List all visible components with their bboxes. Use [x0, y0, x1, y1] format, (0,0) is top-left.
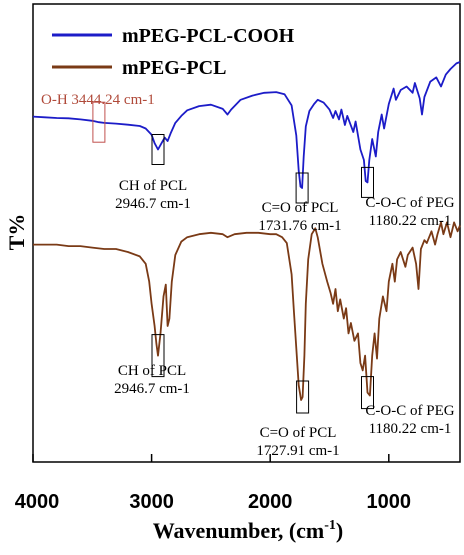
peak-annotation-line: 1180.22 cm-1 [369, 421, 452, 437]
series-line-1 [32, 61, 461, 189]
x-axis: 4000 3000 2000 1000 [15, 454, 411, 513]
plot-frame [32, 3, 461, 463]
peak-marker-box-ch-bot [151, 334, 165, 378]
y-axis-title: T% [4, 214, 29, 251]
peak-annotation-ch-bot: CH of PCL 2946.7 cm-1 [114, 363, 190, 397]
peak-annotation-coc-bot: C-O-C of PEG 1180.22 cm-1 [365, 403, 454, 437]
peak-annotation-ch-top: CH of PCL 2946.7 cm-1 [115, 178, 191, 212]
annotation-layer: O-H 3444.24 cm-1 CH of PCL 2946.7 cm-1 C=O … [41, 92, 455, 459]
legend: mPEG-PCL-COOH mPEG-PCL [52, 25, 295, 79]
x-tick-label: 1000 [367, 491, 412, 513]
peak-marker-box-co-top [295, 172, 309, 204]
peak-annotation-line: O-H 3444.24 cm-1 [41, 92, 155, 108]
legend-label-series-1: mPEG-PCL-COOH [122, 25, 295, 47]
peak-annotation-line: 1727.91 cm-1 [256, 443, 339, 459]
peak-marker-box-oh [92, 101, 106, 143]
x-tick-label: 4000 [15, 491, 60, 513]
x-axis-title-tail: ) [336, 518, 343, 543]
peak-annotation-oh: O-H 3444.24 cm-1 [41, 92, 155, 108]
peak-annotation-co-top: C=O of PCL 1731.76 cm-1 [258, 200, 341, 234]
series-layer [32, 61, 461, 401]
peak-annotation-coc-top: C-O-C of PEG 1180.22 cm-1 [365, 195, 454, 229]
peak-marker-box-co-bot [296, 380, 310, 414]
x-axis-title-superscript: -1 [324, 518, 336, 533]
peak-annotation-line: CH of PCL [118, 363, 186, 379]
x-tick-label: 2000 [248, 491, 293, 513]
peak-annotation-line: C-O-C of PEG [365, 403, 454, 419]
peak-annotation-line: C-O-C of PEG [365, 195, 454, 211]
peak-annotation-line: 1731.76 cm-1 [258, 218, 341, 234]
x-tick-label: 3000 [129, 491, 174, 513]
peak-annotation-line: 2946.7 cm-1 [114, 381, 190, 397]
peak-annotation-co-bot: C=O of PCL 1727.91 cm-1 [256, 425, 339, 459]
peak-annotation-line: 2946.7 cm-1 [115, 196, 191, 212]
peak-annotation-line: C=O of PCL [260, 425, 337, 441]
peak-marker-box-coc-bot [361, 376, 374, 410]
x-axis-title: Wavenumber, (cm-1) [153, 518, 344, 543]
legend-label-series-2: mPEG-PCL [122, 57, 226, 79]
series-line-2 [33, 221, 461, 401]
x-axis-title-main: Wavenumber, (cm [153, 518, 325, 543]
peak-marker-box-ch-top [151, 134, 165, 165]
peak-marker-box-coc-top [361, 166, 374, 198]
peak-annotation-line: 1180.22 cm-1 [369, 213, 452, 229]
peak-annotation-line: CH of PCL [119, 178, 187, 194]
peak-annotation-line: C=O of PCL [262, 200, 339, 216]
